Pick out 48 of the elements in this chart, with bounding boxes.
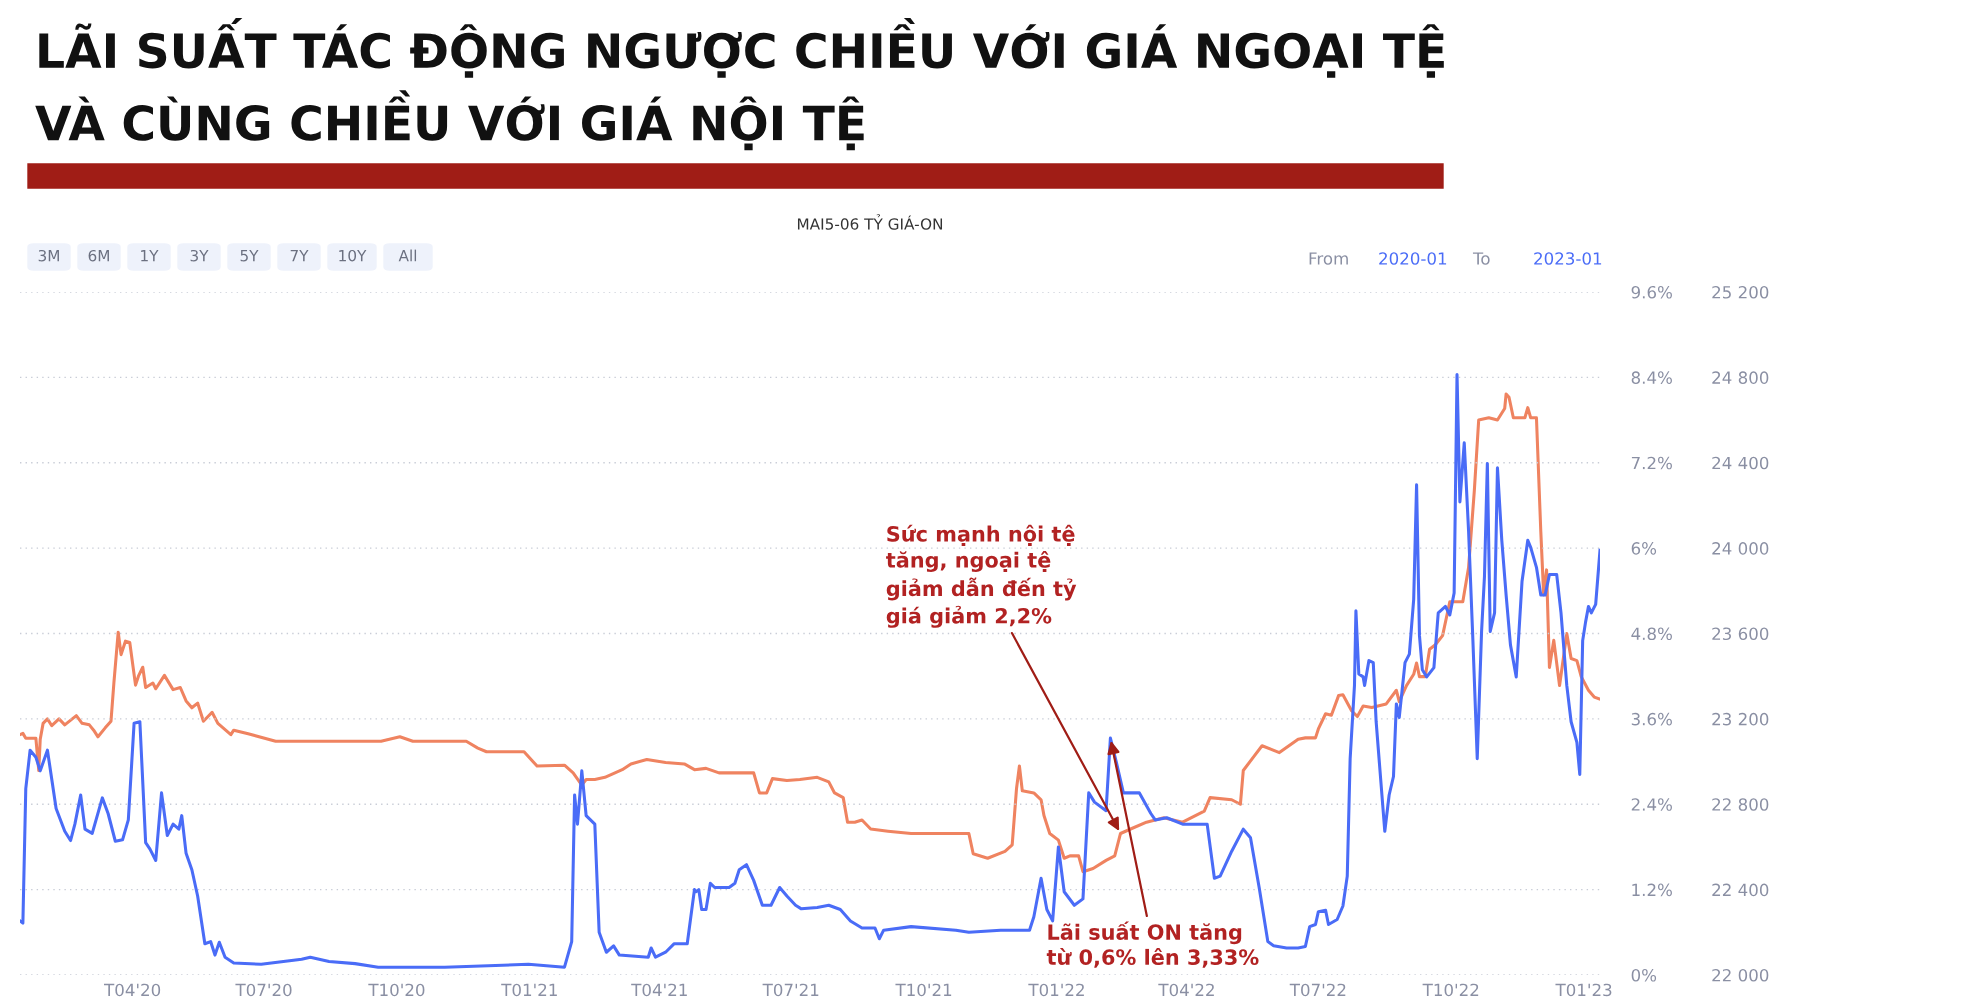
y2-tick-label: 22 400 (1712, 883, 1769, 897)
x-tick-label: T10'21 (895, 983, 952, 997)
y-tick-label: 8.4% (1631, 371, 1672, 384)
y2-tick-label: 24 000 (1712, 542, 1769, 555)
text: 10Y (339, 249, 367, 262)
x-tick-label: T04'21 (631, 983, 687, 997)
x-tick-label: T10'20 (368, 983, 425, 997)
text: 7Y (290, 250, 309, 262)
text: 2023-01 (1534, 252, 1602, 265)
text: 6M (88, 249, 109, 262)
y-tick-label: 3.6% (1631, 712, 1672, 726)
text: 2020-01 (1379, 252, 1447, 265)
text: 1Y (141, 250, 159, 262)
y-tick-label: 7.2% (1631, 456, 1672, 470)
text: 3M (38, 249, 59, 262)
text: To (1472, 252, 1490, 265)
y2-tick-label: 24 400 (1712, 456, 1769, 470)
y2-tick-label: 22 000 (1712, 968, 1769, 982)
x-tick-label: T07'21 (762, 983, 819, 997)
y-tick-label: 1.2% (1632, 883, 1672, 897)
x-tick-label: T10'22 (1422, 983, 1479, 997)
y2-tick-label: 23 200 (1712, 712, 1769, 726)
text: From (1309, 252, 1348, 265)
text: 3Y (190, 249, 209, 262)
text: 5Y (240, 250, 259, 262)
text: All (398, 249, 417, 262)
annotation: Sức mạnh nội tệ tăng, ngoại tệ giảm dẫn đến tỷ giá giảm 2,2% (886, 524, 1077, 628)
x-tick-label: T01'22 (1028, 983, 1084, 997)
line-series (20, 373, 1600, 969)
x-tick-label: T01'23 (1555, 983, 1612, 997)
x-tick-label: T01'21 (501, 983, 557, 997)
annotation: Lãi suất ON tăng từ 0,6% lên 3,33% (1046, 921, 1259, 968)
chart-subtitle: MAI5-06 TỶ GIÁ-ON (797, 214, 943, 230)
x-tick-label: T07'20 (235, 983, 292, 997)
y-tick-label: 0% (1631, 968, 1657, 982)
y2-tick-label: 22 800 (1712, 798, 1769, 811)
y2-tick-label: 25 200 (1712, 285, 1769, 299)
y2-tick-label: 23 600 (1712, 627, 1769, 641)
x-tick-label: T04'22 (1158, 983, 1214, 997)
y2-tick-label: 24 800 (1712, 371, 1769, 384)
y-tick-label: 6% (1631, 542, 1657, 555)
y-tick-label: 4.8% (1631, 627, 1672, 641)
chart-title: LÃI SUẤT TÁC ĐỘNG NGƯỢC CHIỀU VỚI GIÁ NGOẠI TỆ VÀ CÙNG CHIỀU VỚI GIÁ NỘI TỆ (35, 18, 1444, 151)
line-series (20, 392, 1600, 874)
x-tick-label: T07'22 (1289, 983, 1346, 997)
y-tick-label: 2.4% (1631, 798, 1672, 811)
x-tick-label: T04'20 (104, 983, 161, 997)
y-tick-label: 9.6% (1631, 285, 1672, 299)
